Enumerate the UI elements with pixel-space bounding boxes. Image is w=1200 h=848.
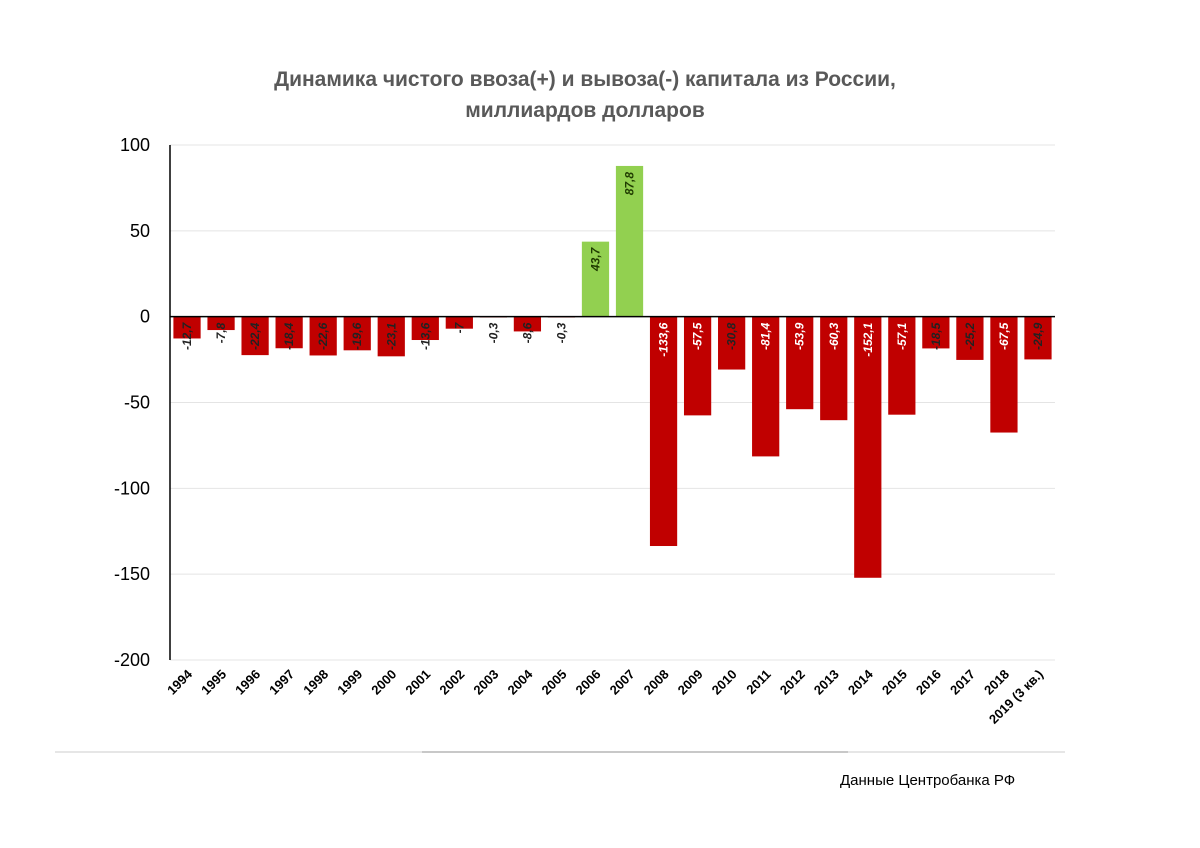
- data-label: -13,6: [418, 322, 432, 350]
- y-tick-label: 50: [130, 221, 150, 241]
- x-tick-label: 2017: [947, 667, 978, 698]
- data-label: -57,1: [895, 322, 909, 350]
- bar: [956, 316, 984, 360]
- bar: [990, 316, 1018, 433]
- x-tick-label: 2013: [811, 667, 842, 698]
- bar: [207, 316, 235, 331]
- bar: [1024, 316, 1052, 360]
- data-label: -133,6: [657, 322, 671, 356]
- x-tick-label: 2010: [709, 667, 740, 698]
- bar: [343, 316, 371, 351]
- bar: [275, 316, 303, 349]
- data-label: -81,4: [759, 322, 773, 350]
- data-label: -24,9: [1031, 322, 1045, 350]
- data-label: -8,6: [520, 322, 534, 343]
- y-tick-label: 100: [120, 135, 150, 155]
- x-tick-label: 2001: [402, 667, 433, 698]
- data-label: -67,5: [997, 322, 1011, 350]
- x-tick-label: 2004: [504, 666, 536, 698]
- x-tick-label: 1994: [164, 666, 196, 698]
- data-label: -7,8: [214, 322, 228, 343]
- y-tick-label: -100: [114, 478, 150, 498]
- bar: [683, 316, 712, 416]
- data-labels: -12,7 -7,8 -22,4 -18,4 -22,6 -19,6 -23,1 -13,6 -…: [180, 172, 1045, 357]
- x-tick-label: 2003: [470, 667, 501, 698]
- data-label: -18,4: [282, 322, 296, 350]
- bar: [752, 316, 780, 457]
- bars: [173, 165, 1052, 578]
- bar: [922, 316, 950, 349]
- y-tick-label: -200: [114, 650, 150, 670]
- x-tick-label: 2005: [539, 667, 570, 698]
- bar: [411, 316, 439, 341]
- bar: [377, 316, 405, 357]
- data-label: 43,7: [588, 246, 602, 272]
- chart-subtitle: миллиардов долларов: [465, 99, 705, 122]
- x-tick-label: 2011: [743, 667, 774, 698]
- y-tick-label: -150: [114, 564, 150, 584]
- data-label: -19,6: [350, 322, 364, 350]
- bar: [513, 316, 542, 332]
- x-tick-label: 2012: [777, 667, 808, 698]
- x-tick-label: 2008: [641, 667, 672, 698]
- bar: [309, 316, 337, 356]
- bar: [615, 165, 644, 317]
- bar: [173, 316, 201, 339]
- bar: [786, 316, 814, 410]
- data-label: -22,6: [316, 322, 330, 350]
- data-label: -7: [452, 321, 466, 333]
- data-label: -12,7: [180, 321, 194, 350]
- x-tick-label: 2007: [607, 667, 638, 698]
- bar: [649, 316, 678, 547]
- x-tick-label: 2016: [913, 667, 944, 698]
- bar: [854, 316, 882, 578]
- bar: [718, 316, 746, 370]
- data-label: -53,9: [793, 322, 807, 350]
- y-tick-label: 0: [140, 307, 150, 327]
- x-axis-ticks: 1994 1995 1996 1997 1998 1999 2000 2001 2002 2003…: [164, 666, 1046, 727]
- x-tick-label: 1997: [266, 667, 297, 698]
- data-label: -25,2: [963, 322, 977, 350]
- x-tick-label: 2014: [845, 666, 877, 698]
- x-tick-label: 1995: [198, 667, 229, 698]
- data-label: -22,4: [248, 322, 262, 350]
- bar: [445, 316, 473, 329]
- x-tick-label: 2000: [368, 667, 399, 698]
- data-label: -18,5: [929, 322, 943, 350]
- y-tick-label: -50: [124, 393, 150, 413]
- data-label: -60,3: [827, 322, 841, 350]
- y-axis-ticks: 100 50 0 -50 -100 -150 -200: [114, 135, 150, 670]
- x-tick-label: 1999: [334, 667, 365, 698]
- data-label: -57,5: [691, 322, 705, 350]
- bar: [581, 241, 610, 317]
- bar: [241, 316, 269, 356]
- x-tick-label: 2002: [436, 667, 467, 698]
- x-tick-label: 2009: [675, 667, 706, 698]
- source-note: Данные Центробанка РФ: [840, 772, 1016, 789]
- x-tick-label: 2015: [879, 667, 910, 698]
- data-label: -152,1: [861, 322, 875, 356]
- bar: [888, 316, 916, 415]
- data-label: -0,3: [554, 322, 568, 343]
- data-label: -30,8: [725, 322, 739, 350]
- x-tick-label: 2006: [573, 667, 604, 698]
- gridlines: [170, 144, 1055, 661]
- x-tick-label: 1996: [232, 667, 263, 698]
- data-label: -23,1: [384, 322, 398, 350]
- data-label: 87,8: [623, 172, 637, 196]
- x-tick-label: 2018: [981, 667, 1012, 698]
- x-tick-label: 1998: [300, 667, 331, 698]
- bar: [820, 316, 848, 421]
- chart-title: Динамика чистого ввоза(+) и вывоза(-) ка…: [274, 68, 896, 91]
- data-label: -0,3: [486, 322, 500, 343]
